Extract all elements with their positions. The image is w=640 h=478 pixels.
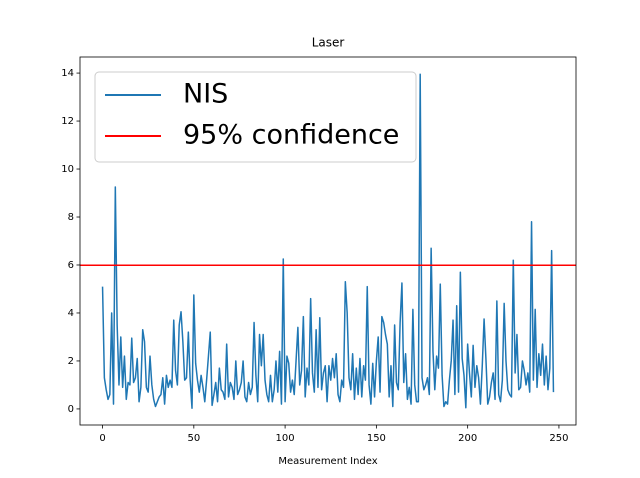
y-tick-label: 0 [68, 404, 74, 415]
y-tick-label: 14 [61, 68, 74, 79]
y-tick-label: 10 [61, 164, 74, 175]
x-tick-label: 50 [187, 433, 200, 444]
legend-label: NIS [183, 79, 228, 110]
y-tick-label: 4 [68, 308, 74, 319]
data-line [101, 73, 555, 409]
x-tick-label: 100 [276, 433, 295, 444]
x-tick-label: 250 [549, 433, 568, 444]
y-tick-label: 12 [61, 116, 74, 127]
x-tick-label: 150 [367, 433, 386, 444]
legend-label: 95% confidence [183, 120, 399, 151]
y-tick-label: 6 [68, 260, 74, 271]
chart-title: Laser [312, 36, 345, 50]
x-tick-label: 200 [458, 433, 477, 444]
legend: NIS 95% confidence [94, 71, 417, 163]
legend-box [94, 71, 417, 163]
plot-frame [79, 56, 577, 426]
x-tick-label: 0 [99, 433, 105, 444]
y-tick-label: 8 [68, 212, 74, 223]
y-tick-label: 2 [68, 356, 74, 367]
x-axis-label: Measurement Index [278, 456, 377, 467]
